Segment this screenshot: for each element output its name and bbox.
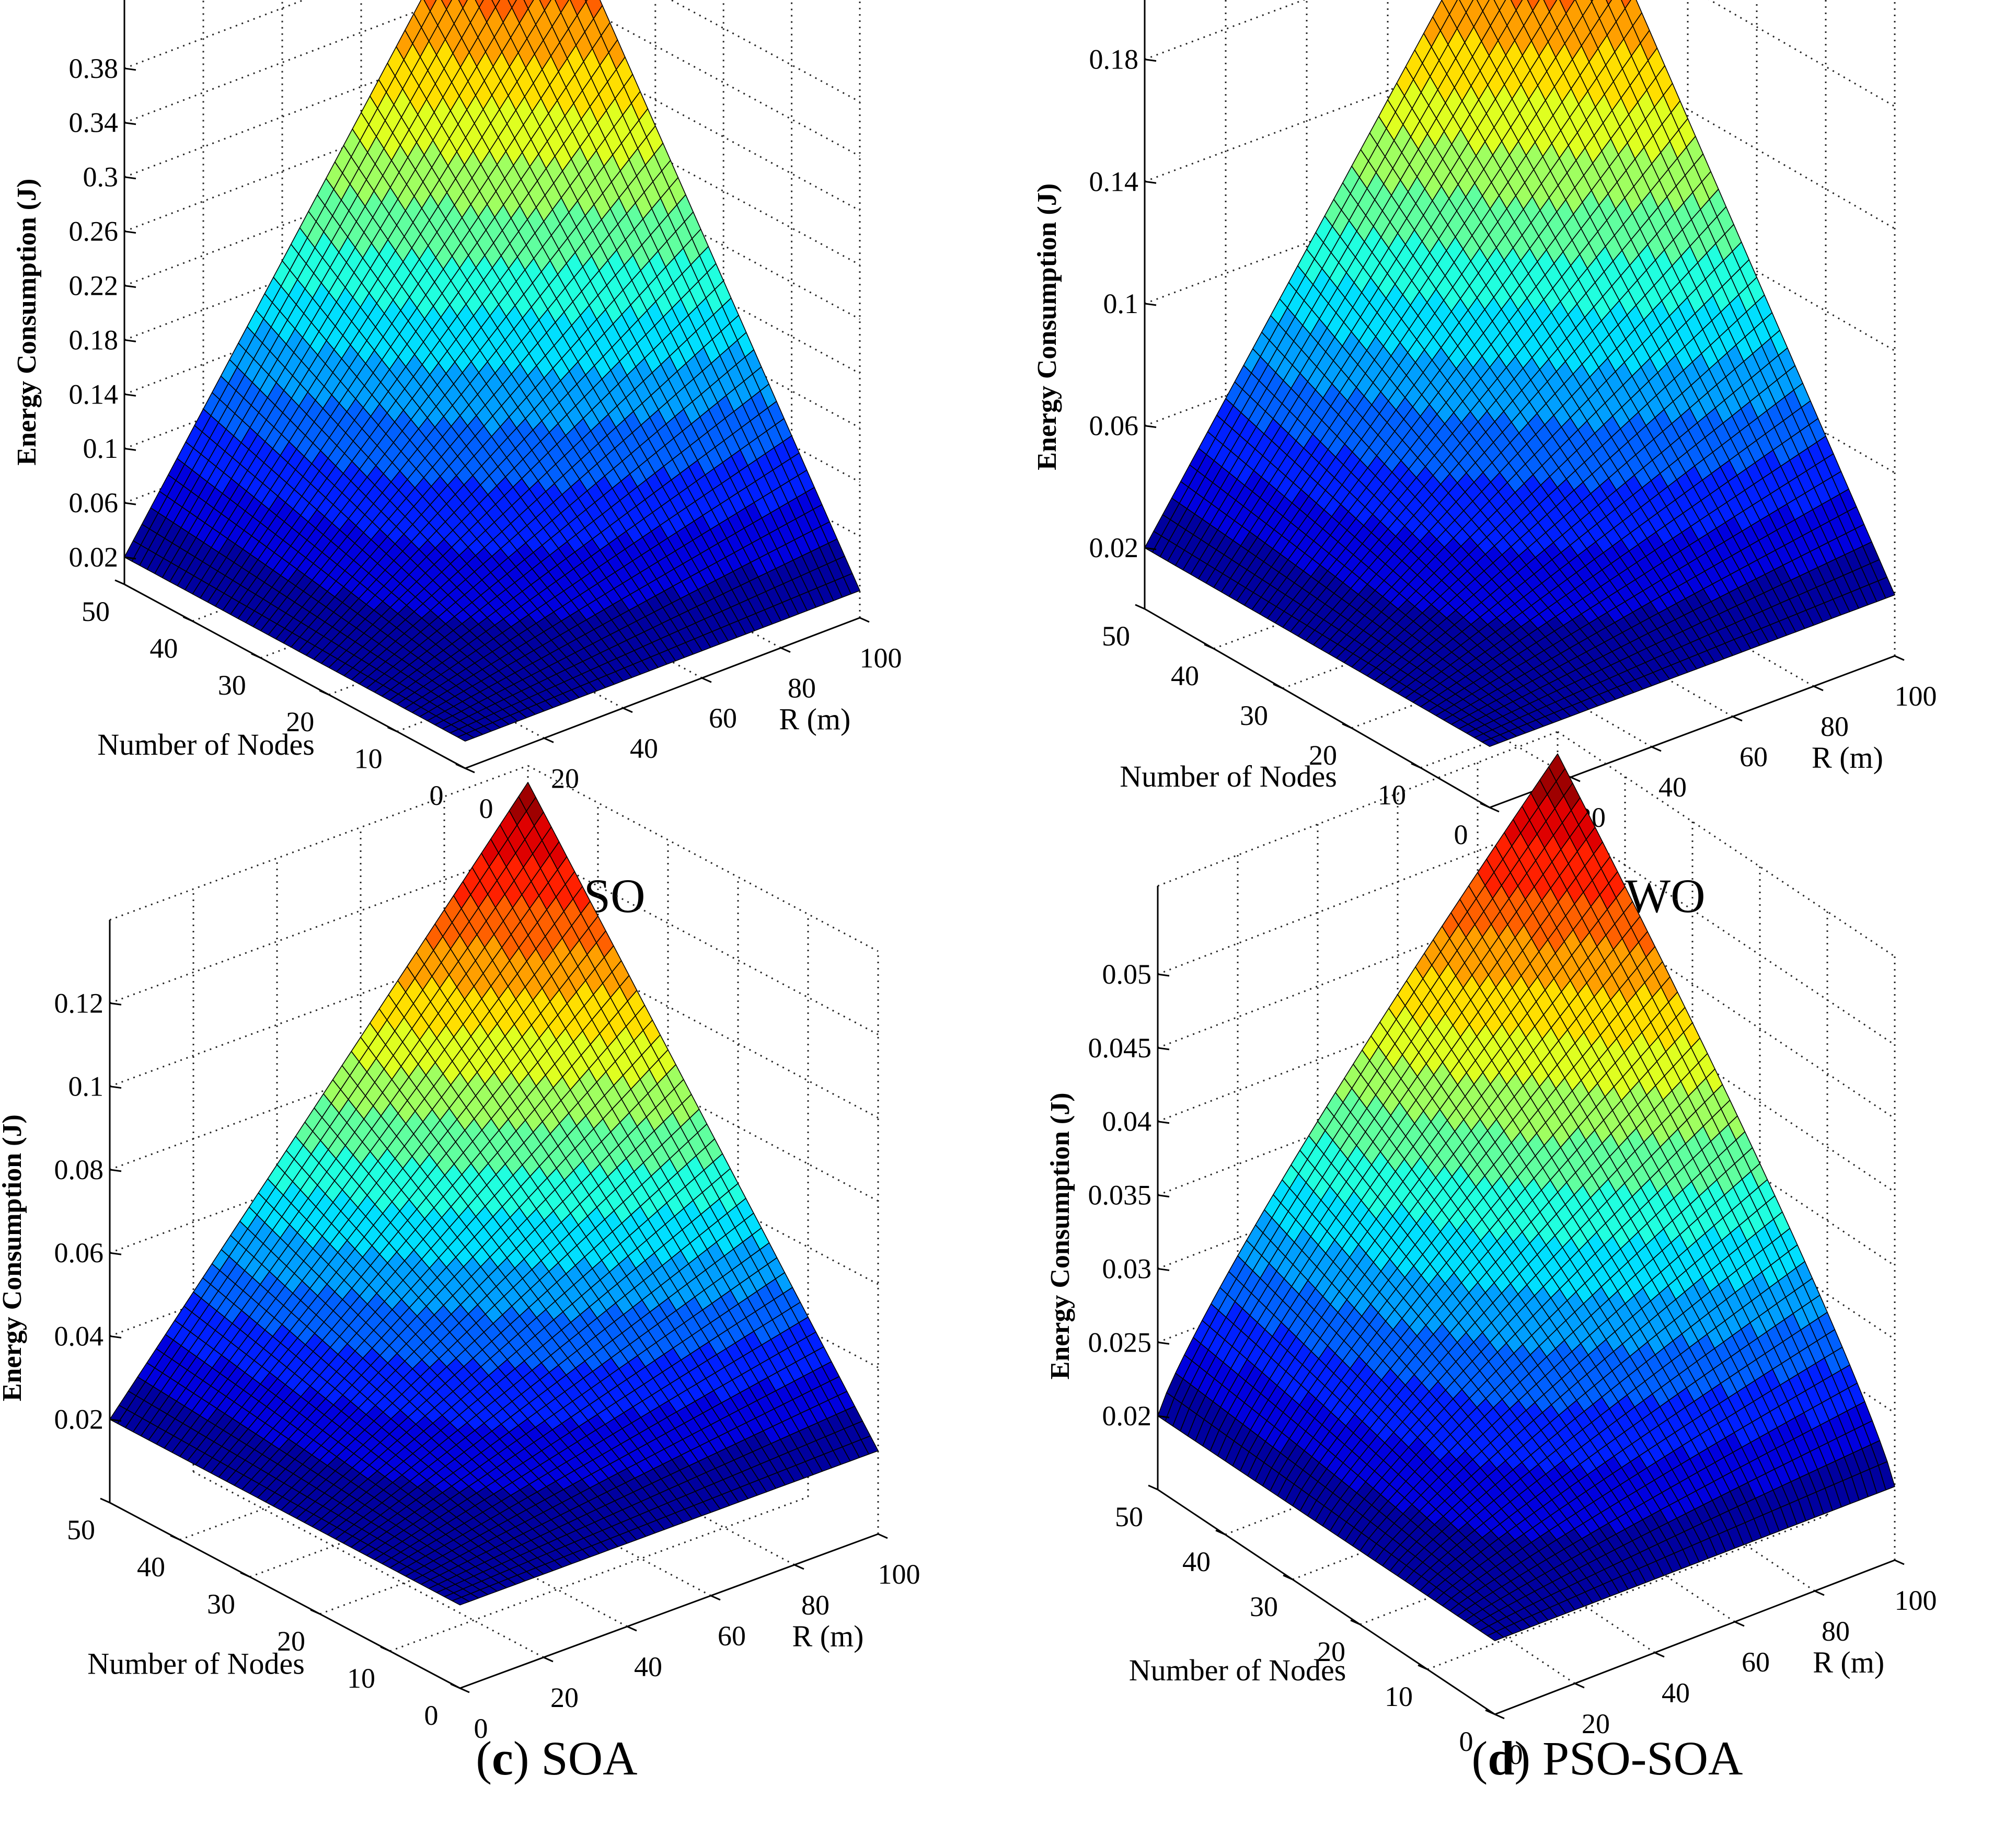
x-tick-label: 60 bbox=[709, 702, 737, 734]
energy-surface bbox=[109, 782, 879, 1606]
x-axis-label: R (m) bbox=[1812, 741, 1883, 775]
x-tick-label: 100 bbox=[1895, 681, 1937, 712]
energy-surface bbox=[1144, 0, 1895, 747]
x-tick-label: 80 bbox=[1821, 711, 1849, 742]
z-tick-label: 0.14 bbox=[1089, 166, 1139, 197]
x-tick-label: 40 bbox=[1658, 771, 1687, 803]
x-tick-label: 60 bbox=[1739, 741, 1768, 772]
panel-c-soa: 020406080100010203040500.020.040.060.080… bbox=[0, 765, 920, 1785]
y-tick-label: 0 bbox=[1454, 819, 1468, 850]
z-tick-label: 0.14 bbox=[69, 378, 119, 410]
y-tick-label: 30 bbox=[218, 670, 246, 701]
y-axis-label: Number of Nodes bbox=[97, 728, 315, 762]
x-tick-label: 80 bbox=[788, 673, 816, 704]
z-tick-label: 0.34 bbox=[69, 107, 119, 139]
y-tick-label: 0 bbox=[430, 780, 444, 811]
z-tick-label: 0.1 bbox=[83, 433, 119, 464]
y-axis-label: Number of Nodes bbox=[1120, 759, 1337, 793]
x-tick-label: 100 bbox=[860, 642, 902, 674]
z-axis-label: Energy Consumption (J) bbox=[12, 179, 42, 466]
z-tick-label: 0.02 bbox=[69, 541, 119, 573]
panel-b-gwo: 020406080100010203040500.020.060.10.140.… bbox=[1032, 0, 1937, 922]
y-tick-label: 40 bbox=[149, 632, 178, 664]
z-tick-label: 0.22 bbox=[69, 270, 119, 301]
y-tick-label: 50 bbox=[82, 596, 110, 627]
y-tick-label: 40 bbox=[1171, 660, 1199, 691]
z-tick-label: 0.18 bbox=[1089, 44, 1139, 75]
energy-surface bbox=[124, 0, 860, 742]
x-tick-label: 0 bbox=[479, 793, 493, 824]
x-tick-label: 40 bbox=[630, 733, 658, 764]
z-tick-label: 0.26 bbox=[69, 216, 119, 247]
z-axis-label: Energy Consumption (J) bbox=[1032, 183, 1062, 470]
z-tick-label: 0.38 bbox=[69, 53, 119, 84]
x-axis-label: R (m) bbox=[779, 702, 850, 736]
y-tick-label: 10 bbox=[354, 743, 383, 775]
axes-lines bbox=[123, 0, 860, 769]
y-tick-label: 30 bbox=[1240, 700, 1268, 731]
y-tick-label: 50 bbox=[1102, 620, 1130, 652]
z-tick-label: 0.02 bbox=[1089, 532, 1139, 563]
z-tick-label: 0.06 bbox=[69, 487, 119, 518]
z-tick-label: 0.3 bbox=[83, 162, 119, 193]
panel-a-pso: 020406080100010203040500.020.060.10.140.… bbox=[12, 0, 902, 922]
z-tick-label: 0.18 bbox=[69, 324, 119, 355]
z-tick-label: 0.06 bbox=[1089, 410, 1139, 442]
x-tick-label: 20 bbox=[551, 763, 579, 794]
z-tick-label: 0.1 bbox=[1103, 288, 1139, 319]
